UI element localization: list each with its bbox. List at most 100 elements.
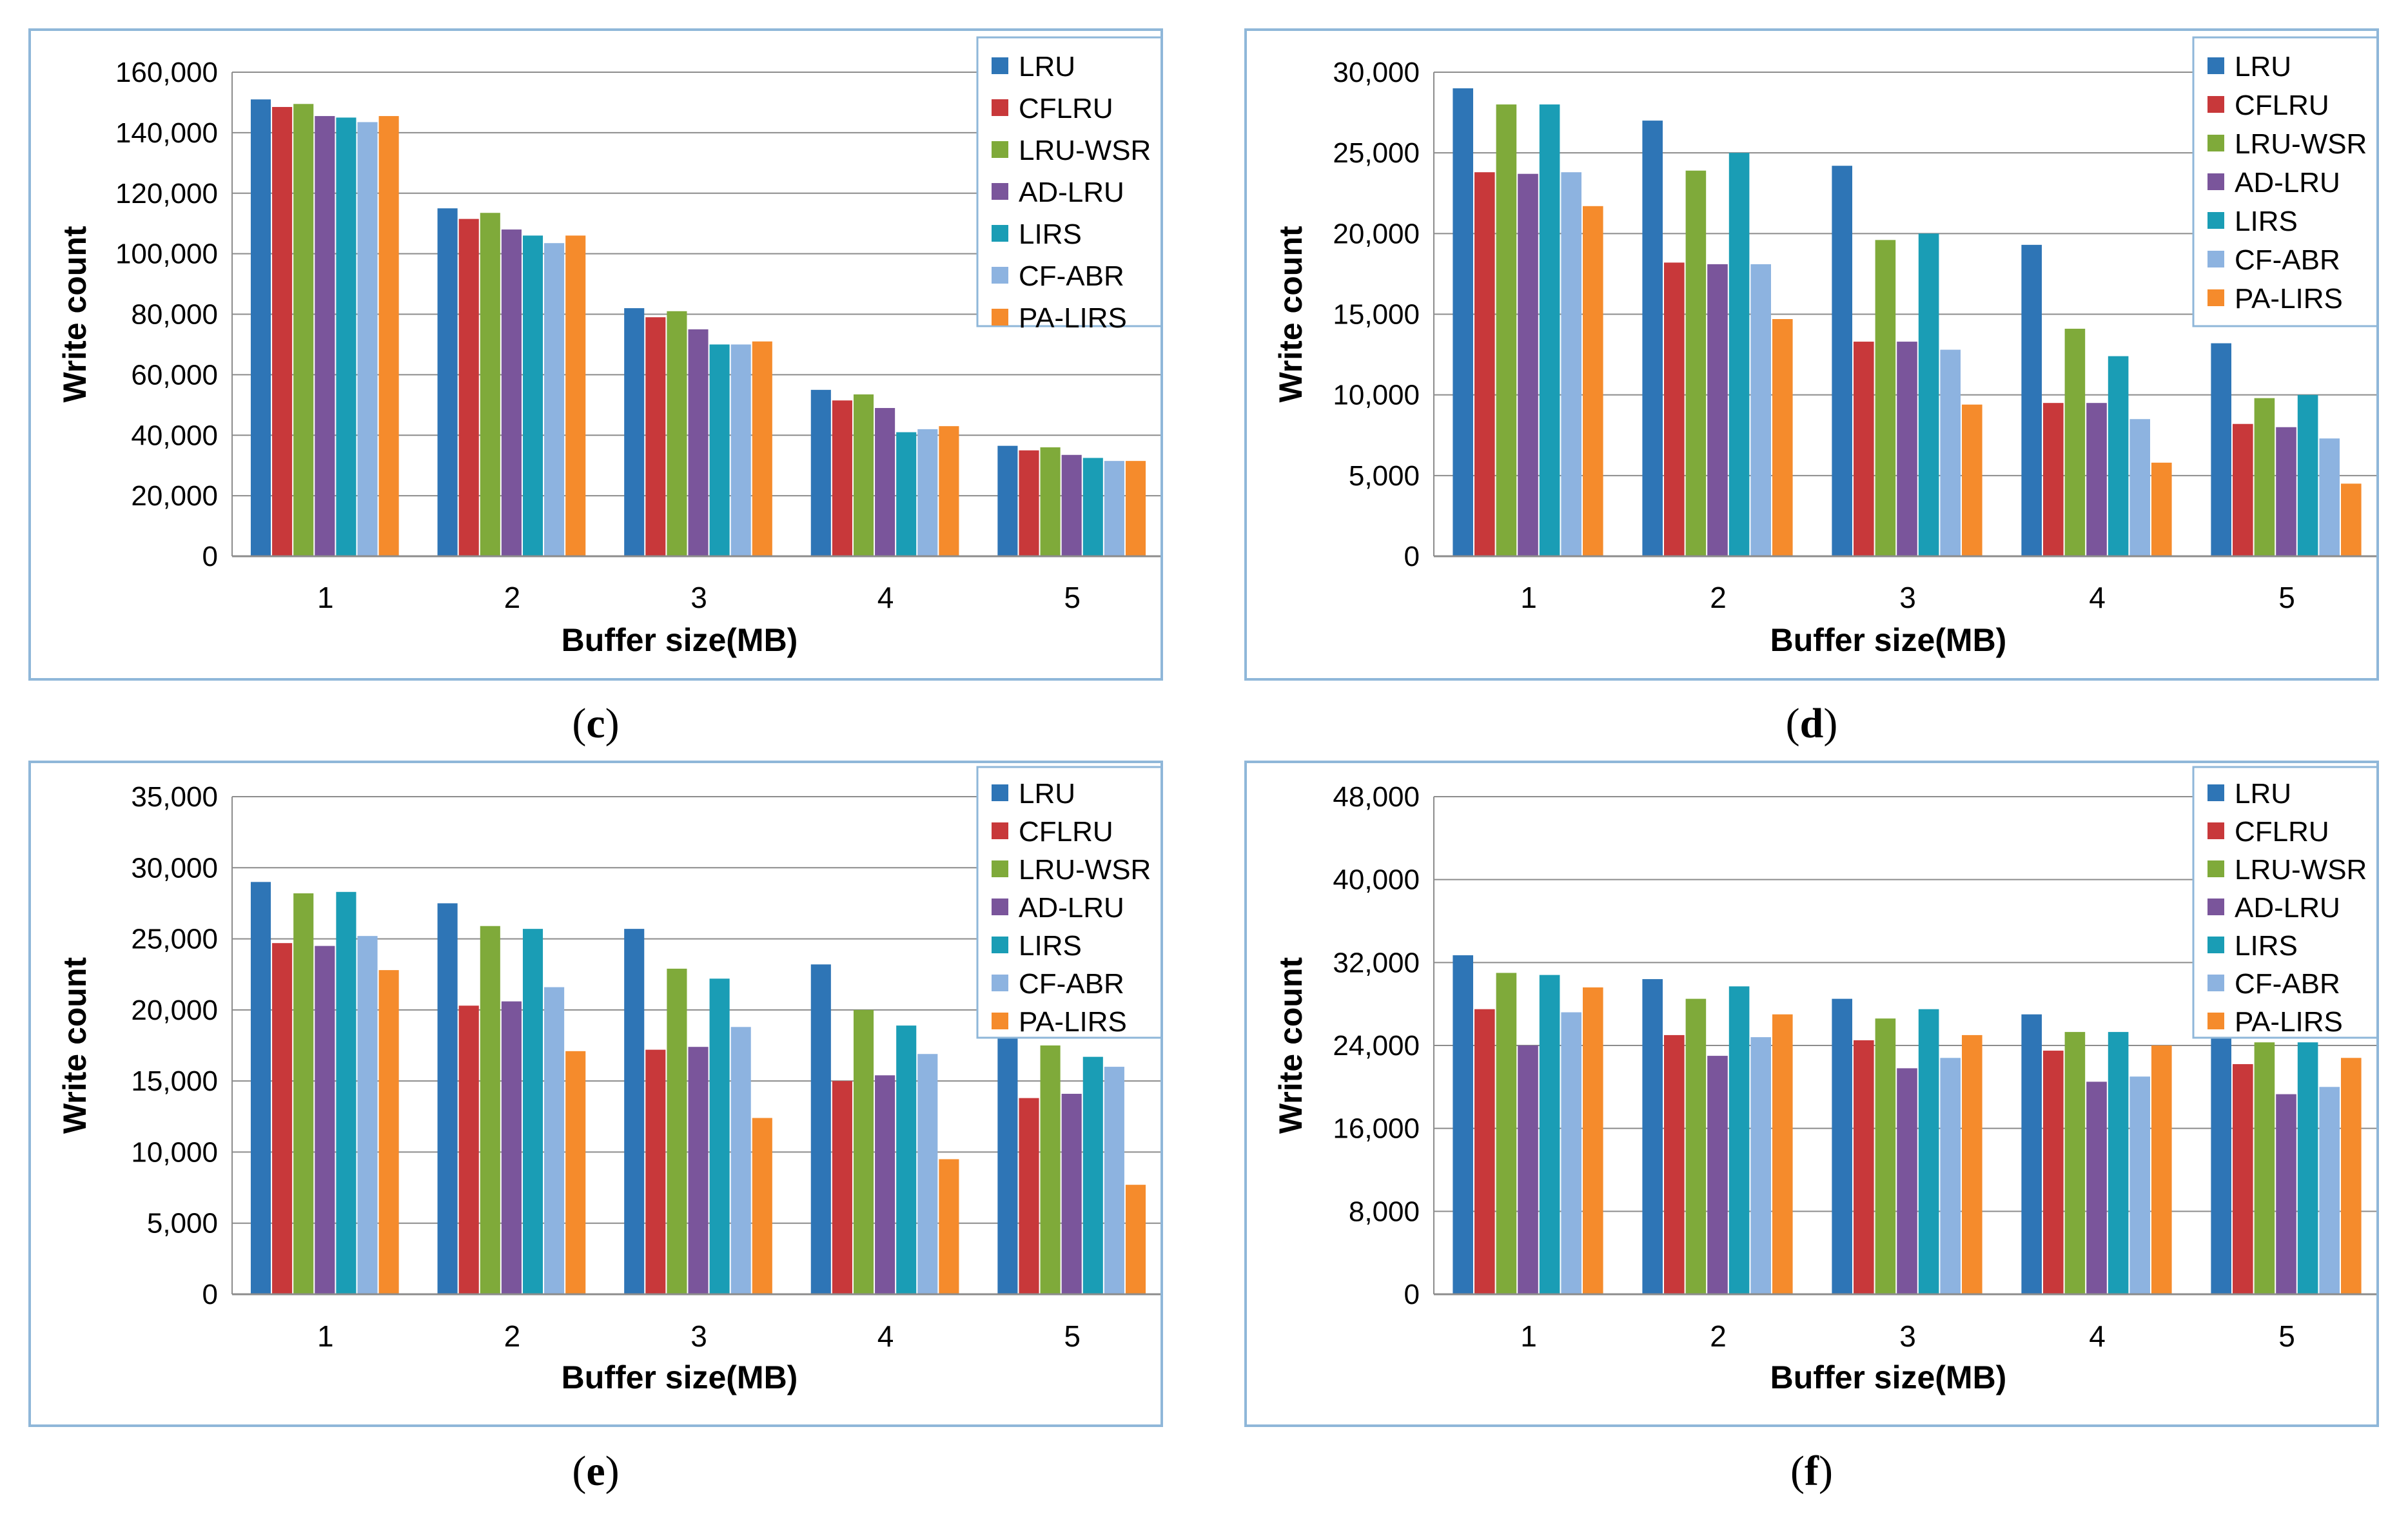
bar-cf-abr-1 <box>1561 172 1581 556</box>
panel-label-c: c <box>586 700 605 747</box>
bar-cflru-5 <box>1019 450 1039 556</box>
bar-lru-4 <box>810 964 831 1294</box>
legend-swatch-pa-lirs <box>992 1013 1008 1029</box>
legend-label-cf-abr: CF-ABR <box>1019 260 1124 292</box>
legend-label-lru: LRU <box>1019 51 1075 83</box>
legend-swatch-lirs <box>992 937 1008 953</box>
legend-swatch-cflru <box>2207 822 2224 839</box>
y-tick-label: 10,000 <box>1333 380 1420 411</box>
bar-pa-lirs-1 <box>378 970 399 1294</box>
bar-cf-abr-1 <box>357 122 378 556</box>
bar-lru-5 <box>997 445 1018 556</box>
bar-cflru-1 <box>272 943 293 1294</box>
bar-cf-abr-5 <box>1104 461 1124 556</box>
legend-swatch-lru <box>992 784 1008 801</box>
y-tick-label: 140,000 <box>115 117 218 149</box>
y-tick-label: 15,000 <box>1333 299 1420 331</box>
bar-lru-wsr-5 <box>2254 398 2275 556</box>
bar-lru-4 <box>2021 1014 2042 1294</box>
x-tick-label: 5 <box>1064 581 1081 614</box>
legend-swatch-cf-abr <box>2207 975 2224 991</box>
bar-pa-lirs-2 <box>565 1051 586 1294</box>
x-tick-label: 3 <box>1899 1319 1916 1353</box>
bar-lru-5 <box>2211 343 2231 556</box>
bar-cflru-3 <box>645 317 666 556</box>
bar-lirs-1 <box>336 891 357 1294</box>
bar-lru-5 <box>2211 1019 2231 1294</box>
legend-label-cflru: CFLRU <box>1019 93 1113 124</box>
legend-swatch-pa-lirs <box>992 309 1008 325</box>
legend-label-ad-lru: AD-LRU <box>2235 892 2340 924</box>
bar-lirs-4 <box>2108 1032 2129 1294</box>
legend-swatch-ad-lru <box>2207 173 2224 190</box>
bar-lirs-3 <box>1918 233 1939 556</box>
y-tick-label: 100,000 <box>115 238 218 270</box>
bar-lru-3 <box>1832 166 1852 556</box>
bar-ad-lru-5 <box>1061 1093 1082 1294</box>
legend-swatch-cflru <box>992 99 1008 116</box>
x-tick-label: 5 <box>1064 1319 1081 1353</box>
y-tick-label: 160,000 <box>115 57 218 88</box>
legend-swatch-lirs <box>2207 212 2224 229</box>
y-tick-label: 24,000 <box>1333 1030 1420 1062</box>
bar-ad-lru-2 <box>501 1001 522 1294</box>
y-tick-label: 20,000 <box>131 995 218 1026</box>
bar-pa-lirs-1 <box>1583 206 1603 556</box>
bar-lru-wsr-5 <box>2254 1042 2275 1294</box>
bar-cflru-3 <box>645 1049 666 1294</box>
bar-cf-abr-1 <box>357 936 378 1294</box>
bar-cf-abr-4 <box>2129 419 2150 556</box>
x-tick-label: 5 <box>2278 581 2295 614</box>
legend: LRU CFLRU LRU-WSR AD-LRU LIRS CF-ABR PA-LIRS <box>2192 766 2376 1039</box>
bar-cf-abr-2 <box>1750 1037 1771 1294</box>
bar-lru-3 <box>1832 998 1852 1294</box>
legend-label-lirs: LIRS <box>1019 219 1082 250</box>
bar-lirs-1 <box>1539 975 1560 1294</box>
legend-label-lirs: LIRS <box>2235 206 2298 237</box>
bar-lru-wsr-5 <box>1040 1045 1061 1294</box>
bar-ad-lru-1 <box>315 946 335 1294</box>
panel-label-e: e <box>586 1448 605 1495</box>
bar-cf-abr-5 <box>2319 438 2340 556</box>
bar-ad-lru-3 <box>688 1047 709 1294</box>
bar-cflru-3 <box>1854 342 1874 556</box>
x-axis-title: Buffer size(MB) <box>1770 1359 2007 1395</box>
y-tick-label: 30,000 <box>131 852 218 884</box>
x-tick-label: 4 <box>877 581 894 614</box>
x-tick-label: 1 <box>1520 1319 1537 1353</box>
bar-cf-abr-4 <box>917 1054 938 1294</box>
legend-swatch-lirs <box>992 225 1008 242</box>
bar-pa-lirs-5 <box>2341 1058 2362 1294</box>
legend-swatch-cf-abr <box>2207 251 2224 267</box>
bar-cflru-5 <box>1019 1098 1039 1294</box>
bar-lru-wsr-4 <box>2064 329 2086 556</box>
panel-caption-d: (d) <box>1785 700 1838 747</box>
bar-lirs-4 <box>896 432 917 556</box>
bar-cflru-4 <box>832 1081 852 1294</box>
bar-cf-abr-1 <box>1561 1012 1581 1294</box>
bar-lirs-5 <box>2297 1042 2318 1294</box>
chart-panel-f: 0 8,000 16,000 24,000 32,000 40,000 48,000 1 2 3 4… <box>1244 761 2379 1427</box>
bar-cflru-5 <box>2233 423 2253 556</box>
bar-cflru-2 <box>458 219 479 557</box>
panel-caption-e: (e) <box>572 1448 620 1495</box>
bar-pa-lirs-5 <box>1125 461 1146 556</box>
x-axis-title: Buffer size(MB) <box>1770 622 2007 658</box>
y-tick-label: 25,000 <box>131 924 218 955</box>
legend-label-lirs: LIRS <box>2235 930 2298 962</box>
y-tick-label: 40,000 <box>1333 864 1420 896</box>
legend-swatch-lru <box>2207 784 2224 801</box>
bar-lru-2 <box>437 208 458 556</box>
bar-lru-wsr-2 <box>1685 170 1707 556</box>
legend-label-lru-wsr: LRU-WSR <box>1019 854 1151 886</box>
bar-ad-lru-4 <box>875 408 896 556</box>
bar-lru-wsr-2 <box>480 213 500 556</box>
bar-lirs-2 <box>1728 153 1750 556</box>
y-tick-label: 25,000 <box>1333 137 1420 169</box>
bar-cf-abr-3 <box>730 344 751 556</box>
x-tick-label: 3 <box>690 1319 707 1353</box>
bar-ad-lru-2 <box>1707 264 1728 556</box>
bar-lru-5 <box>997 1002 1018 1294</box>
legend-swatch-lru-wsr <box>992 141 1008 158</box>
bar-cflru-2 <box>458 1005 479 1294</box>
